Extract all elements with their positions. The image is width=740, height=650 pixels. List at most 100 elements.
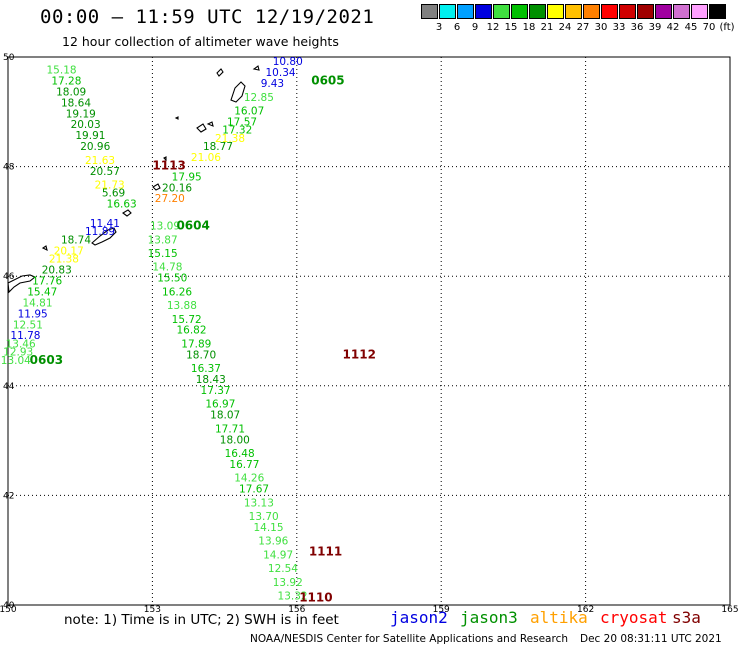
legend-label: 6 bbox=[453, 22, 461, 33]
island-outline bbox=[252, 65, 260, 71]
legend-swatch bbox=[655, 4, 672, 19]
wave-height-label: 16.26 bbox=[162, 286, 192, 298]
y-tick-label: 40 bbox=[3, 601, 15, 611]
wave-height-label: 21.06 bbox=[191, 152, 221, 164]
wave-height-label: 12.85 bbox=[244, 92, 274, 104]
pass-time-label: 1112 bbox=[343, 347, 376, 361]
wave-height-label: 14.26 bbox=[234, 473, 264, 485]
wave-height-label: 18.74 bbox=[61, 234, 91, 246]
wave-height-label: 21.73 bbox=[95, 180, 125, 192]
legend-swatch bbox=[565, 4, 582, 19]
wave-height-label: 20.03 bbox=[71, 119, 101, 131]
island-outline bbox=[174, 116, 179, 120]
legend-swatch bbox=[493, 4, 510, 19]
wave-height-label: 14.81 bbox=[22, 297, 52, 309]
legend-label: (ft) bbox=[719, 22, 735, 33]
legend-swatch bbox=[583, 4, 600, 19]
wave-height-label: 13.46 bbox=[6, 338, 36, 350]
legend-label: 36 bbox=[630, 22, 644, 33]
y-tick-label: 50 bbox=[3, 53, 15, 63]
island-outline bbox=[196, 123, 207, 133]
wave-height-label: 14.78 bbox=[152, 262, 182, 274]
wave-height-label: 18.07 bbox=[210, 410, 240, 422]
wave-height-label: 18.77 bbox=[203, 141, 233, 153]
wave-height-label: 17.76 bbox=[32, 275, 62, 287]
wave-height-label: 19.19 bbox=[66, 108, 96, 120]
wave-height-label: 13.13 bbox=[244, 497, 274, 509]
y-tick-label: 42 bbox=[3, 491, 14, 501]
wave-height-label: 13.70 bbox=[249, 511, 279, 523]
page-subtitle: 12 hour collection of altimeter wave hei… bbox=[62, 34, 339, 49]
wave-height-label: 16.07 bbox=[234, 106, 264, 118]
island-outline bbox=[163, 156, 167, 162]
page-title: 00:00 – 11:59 UTC 12/19/2021 bbox=[40, 6, 375, 28]
satellite-name: s3a bbox=[672, 608, 701, 627]
wave-height-label: 17.71 bbox=[215, 423, 245, 435]
island-outline bbox=[206, 121, 214, 127]
x-tick-label: 159 bbox=[433, 605, 450, 615]
wave-height-label: 11.89 bbox=[85, 226, 115, 238]
legend-swatch bbox=[673, 4, 690, 19]
wave-height-label: 16.37 bbox=[191, 363, 221, 375]
wave-height-label: 17.95 bbox=[172, 171, 202, 183]
wave-height-label: 13.92 bbox=[273, 577, 303, 589]
wave-height-label: 17.67 bbox=[239, 484, 269, 496]
island-outline bbox=[91, 227, 117, 246]
satellite-name: cryosat bbox=[600, 608, 668, 627]
wave-height-label: 13.09 bbox=[150, 221, 180, 233]
legend-swatch bbox=[691, 4, 708, 19]
wave-height-label: 15.18 bbox=[47, 64, 77, 76]
satellite-name: jason2 bbox=[390, 608, 448, 627]
legend-label: 21 bbox=[540, 22, 554, 33]
wave-height-label: 18.09 bbox=[56, 86, 86, 98]
coastline bbox=[7, 65, 260, 294]
x-tick-label: 156 bbox=[288, 605, 305, 615]
legend-swatch bbox=[421, 4, 438, 19]
island-outline bbox=[7, 274, 37, 294]
island-outline bbox=[216, 68, 224, 77]
wave-height-label: 14.15 bbox=[253, 522, 283, 534]
legend-swatch bbox=[475, 4, 492, 19]
legend-label: 24 bbox=[558, 22, 572, 33]
wave-height-label: 17.89 bbox=[181, 338, 211, 350]
wave-height-label: 11.78 bbox=[10, 330, 40, 342]
wave-height-label: 27.20 bbox=[155, 193, 185, 205]
legend-label: 18 bbox=[522, 22, 536, 33]
legend-swatch bbox=[439, 4, 456, 19]
wave-height-label: 21.63 bbox=[85, 155, 115, 167]
x-tick-label: 150 bbox=[0, 605, 17, 615]
wave-height-label: 19.91 bbox=[75, 130, 105, 142]
footnote: note: 1) Time is in UTC; 2) SWH is in fe… bbox=[64, 612, 339, 628]
wave-height-labels: 15.1817.2818.0918.6419.1920.0319.9120.96… bbox=[1, 56, 376, 604]
legend-swatch bbox=[511, 4, 528, 19]
wave-height-label: 14.97 bbox=[263, 549, 293, 561]
legend-label: 39 bbox=[648, 22, 662, 33]
wave-height-label: 10.80 bbox=[273, 56, 303, 68]
legend-label: 27 bbox=[576, 22, 590, 33]
wave-height-label: 21.38 bbox=[49, 254, 79, 266]
wave-height-label: 16.63 bbox=[107, 199, 137, 211]
satellite-name: jason3 bbox=[460, 608, 518, 627]
y-tick-label: 44 bbox=[3, 382, 15, 392]
wave-height-label: 9.43 bbox=[261, 78, 284, 90]
pass-time-label: 1113 bbox=[152, 158, 185, 172]
wave-height-label: 12.54 bbox=[268, 563, 298, 575]
legend-swatch bbox=[709, 4, 726, 19]
timestamp: Dec 20 08:31:11 UTC 2021 bbox=[580, 633, 722, 645]
legend-swatch bbox=[457, 4, 474, 19]
wave-height-label: 15.15 bbox=[148, 248, 178, 260]
wave-height-label: 16.97 bbox=[205, 399, 235, 411]
legend-label: 30 bbox=[594, 22, 608, 33]
x-tick-label: 165 bbox=[721, 605, 738, 615]
wave-height-label: 21.38 bbox=[215, 133, 245, 145]
wave-height-label: 12.93 bbox=[3, 347, 33, 359]
legend-swatch bbox=[619, 4, 636, 19]
y-tick-label: 48 bbox=[3, 163, 15, 173]
axis-ticks: 150 153 156 159 162 165 50 48 46 44 42 40 bbox=[0, 53, 739, 615]
legend-swatch bbox=[601, 4, 618, 19]
wave-height-label: 17.37 bbox=[201, 385, 231, 397]
wave-height-label: 18.64 bbox=[61, 97, 91, 109]
wave-height-label: 13.32 bbox=[278, 591, 308, 603]
wave-height-label: 20.57 bbox=[90, 166, 120, 178]
